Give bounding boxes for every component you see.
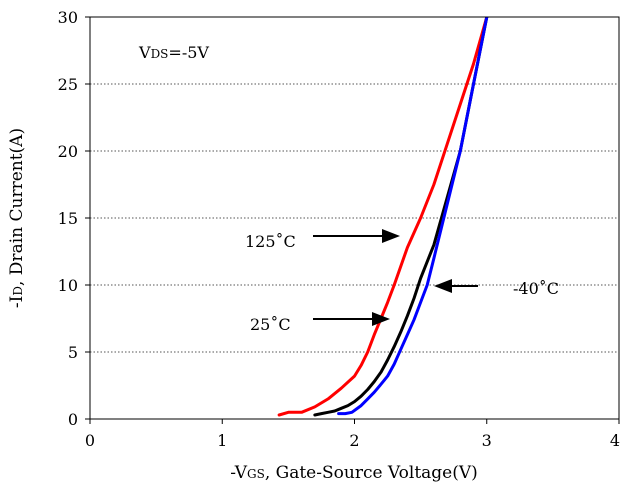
y-tick-label-1: 5 bbox=[68, 343, 78, 362]
y-tick-label-4: 20 bbox=[58, 142, 78, 161]
x-tick-label-4: 4 bbox=[610, 431, 620, 450]
label-minus40c: -40˚C bbox=[513, 279, 559, 298]
arrow-minus40c bbox=[434, 279, 478, 293]
arrow-125c bbox=[313, 229, 400, 243]
y-tick-label-5: 25 bbox=[58, 75, 78, 94]
label-25c: 25˚C bbox=[250, 315, 291, 334]
y-tick-label-6: 30 bbox=[58, 8, 78, 27]
y-axis-label: -ID, Drain Current(A) bbox=[7, 128, 27, 308]
series-line-40c bbox=[337, 17, 489, 416]
x-axis-ticks: 0 1 2 3 4 bbox=[85, 419, 620, 450]
x-axis-label: -VGS, Gate-Source Voltage(V) bbox=[230, 463, 478, 483]
y-tick-label-0: 0 bbox=[68, 410, 78, 429]
plot-frame bbox=[89, 16, 620, 420]
x-tick-label-3: 3 bbox=[482, 431, 492, 450]
y-axis-ticks: 0 5 10 15 20 25 30 bbox=[58, 8, 90, 429]
y-tick-label-2: 10 bbox=[58, 276, 78, 295]
grid-lines bbox=[90, 83, 619, 353]
x-tick-label-0: 0 bbox=[85, 431, 95, 450]
x-tick-label-1: 1 bbox=[217, 431, 227, 450]
series-line-25c bbox=[313, 17, 489, 417]
y-tick-label-3: 15 bbox=[58, 209, 78, 228]
condition-label: VDS=-5V bbox=[138, 43, 209, 62]
plot-background bbox=[90, 17, 619, 419]
x-tick-label-2: 2 bbox=[349, 431, 359, 450]
arrow-25c bbox=[313, 312, 390, 326]
label-125c: 125˚C bbox=[245, 232, 296, 251]
